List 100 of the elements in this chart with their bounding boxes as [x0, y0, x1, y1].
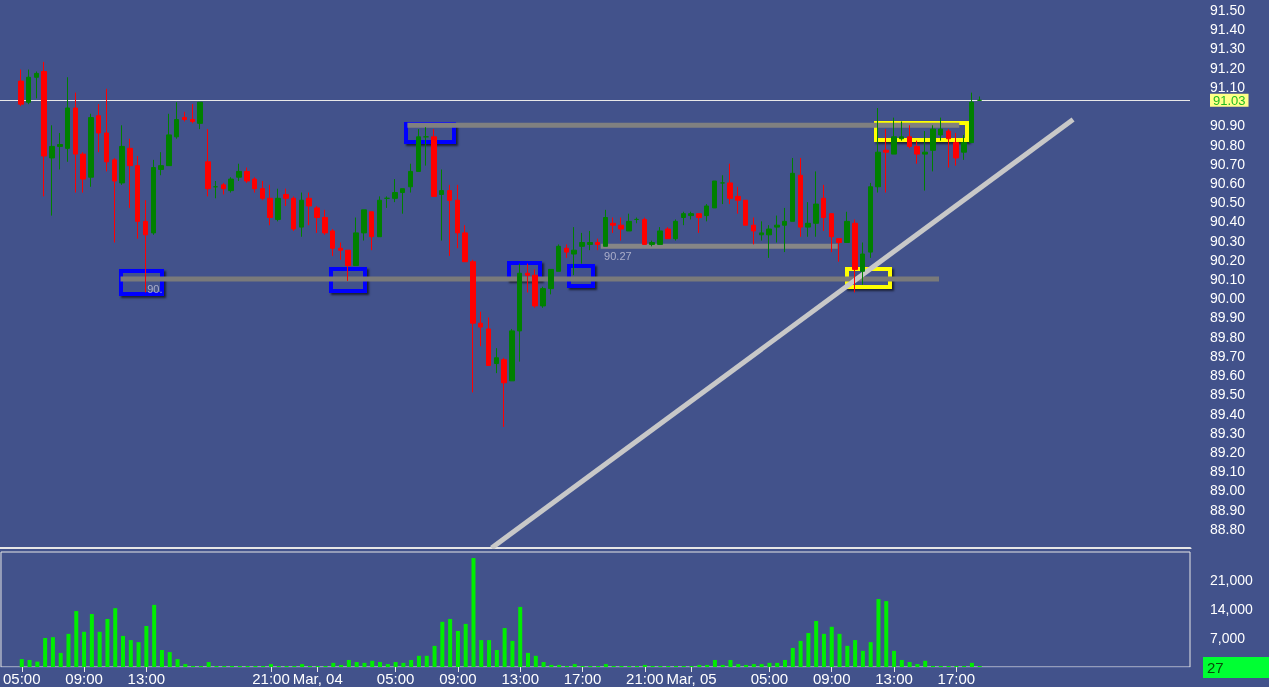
bar — [907, 662, 912, 667]
candlestick — [860, 241, 865, 286]
candlestick — [821, 184, 826, 232]
candlestick — [501, 357, 507, 428]
candlestick — [306, 192, 312, 226]
candlestick — [455, 184, 460, 249]
bar — [43, 638, 48, 667]
y-tick-label: 90.30 — [1210, 232, 1246, 249]
bar — [868, 642, 873, 667]
x-tick-label: 05:00 — [376, 670, 415, 687]
candlestick — [946, 128, 951, 169]
bar — [853, 640, 858, 667]
candlestick — [283, 188, 289, 207]
candlestick — [681, 211, 686, 226]
candlestick — [548, 268, 554, 295]
bar — [557, 664, 562, 667]
candlestick — [260, 180, 265, 201]
candlestick — [470, 259, 476, 393]
candlestick — [844, 211, 850, 243]
candlestick — [899, 120, 904, 142]
bar — [860, 650, 865, 667]
candlestick — [73, 92, 78, 194]
candlestick — [556, 243, 561, 272]
candlestick — [891, 117, 897, 155]
candlestick — [509, 328, 515, 382]
candlestick — [587, 230, 593, 251]
candlestick — [80, 151, 86, 194]
x-tick-label: 05:00 — [2, 670, 41, 687]
candlestick — [907, 124, 912, 149]
y-tick-label: 89.00 — [1210, 482, 1246, 499]
bar — [705, 664, 710, 667]
candlestick — [18, 69, 24, 107]
candlestick — [517, 263, 522, 363]
candlestick — [805, 201, 811, 238]
bar — [66, 633, 71, 667]
bar — [572, 664, 577, 667]
candlestick — [361, 209, 367, 242]
bar — [798, 640, 803, 667]
candlestick — [174, 101, 179, 140]
bar — [494, 650, 499, 667]
bar — [97, 631, 102, 667]
candlestick — [525, 263, 530, 293]
bar — [121, 635, 126, 667]
candlestick — [735, 186, 741, 215]
candlestick — [727, 163, 733, 205]
y-tick-label: 89.40 — [1210, 405, 1246, 422]
candlestick — [649, 240, 655, 247]
bar — [549, 664, 554, 667]
candlestick — [57, 132, 63, 170]
candlestick — [673, 218, 678, 242]
bar — [440, 621, 445, 667]
candlestick — [875, 107, 881, 194]
bar — [159, 650, 164, 667]
candlestick — [135, 155, 140, 240]
bar — [206, 662, 211, 667]
candlestick — [930, 124, 936, 172]
y-tick-label: 90.40 — [1210, 213, 1246, 230]
candlestick — [182, 111, 187, 122]
candlestick — [961, 134, 967, 161]
bar — [50, 637, 55, 667]
y-tick-label: 91.30 — [1210, 40, 1246, 57]
y-tick-label: 91.50 — [1210, 2, 1246, 18]
candlestick — [267, 184, 273, 226]
bar — [526, 652, 530, 667]
bar — [455, 630, 460, 667]
candlestick — [766, 224, 772, 259]
y-tick-label: 89.50 — [1210, 386, 1246, 403]
candlestick — [384, 195, 390, 209]
x-tick-label: 21:00 — [626, 670, 664, 687]
candlestick — [657, 226, 663, 245]
candlestick — [392, 178, 398, 203]
y-tick-label: 88.90 — [1210, 501, 1246, 518]
bar — [463, 623, 468, 667]
bar — [378, 662, 383, 667]
bar — [899, 659, 904, 667]
bar — [759, 664, 764, 667]
y-tick-label: 88.80 — [1210, 520, 1246, 537]
bar — [175, 659, 180, 667]
candlestick — [571, 226, 577, 276]
bar — [728, 659, 733, 667]
bar — [401, 662, 406, 667]
bar — [183, 664, 188, 667]
bar — [510, 640, 515, 667]
bar — [697, 664, 702, 667]
candlestick — [205, 128, 211, 197]
candlestick — [400, 188, 405, 215]
candlestick — [104, 88, 109, 172]
bar — [346, 659, 351, 667]
candlestick — [353, 217, 359, 267]
candlestick — [439, 168, 444, 242]
candlestick — [564, 243, 569, 259]
candlestick — [720, 174, 725, 205]
candlestick — [759, 220, 764, 242]
bar — [152, 604, 157, 667]
candlestick — [314, 205, 320, 234]
bar — [105, 618, 110, 667]
bar — [744, 664, 749, 667]
candlestick — [197, 101, 203, 130]
candlestick — [158, 151, 164, 176]
y-tick-label: 90.00 — [1210, 290, 1246, 307]
